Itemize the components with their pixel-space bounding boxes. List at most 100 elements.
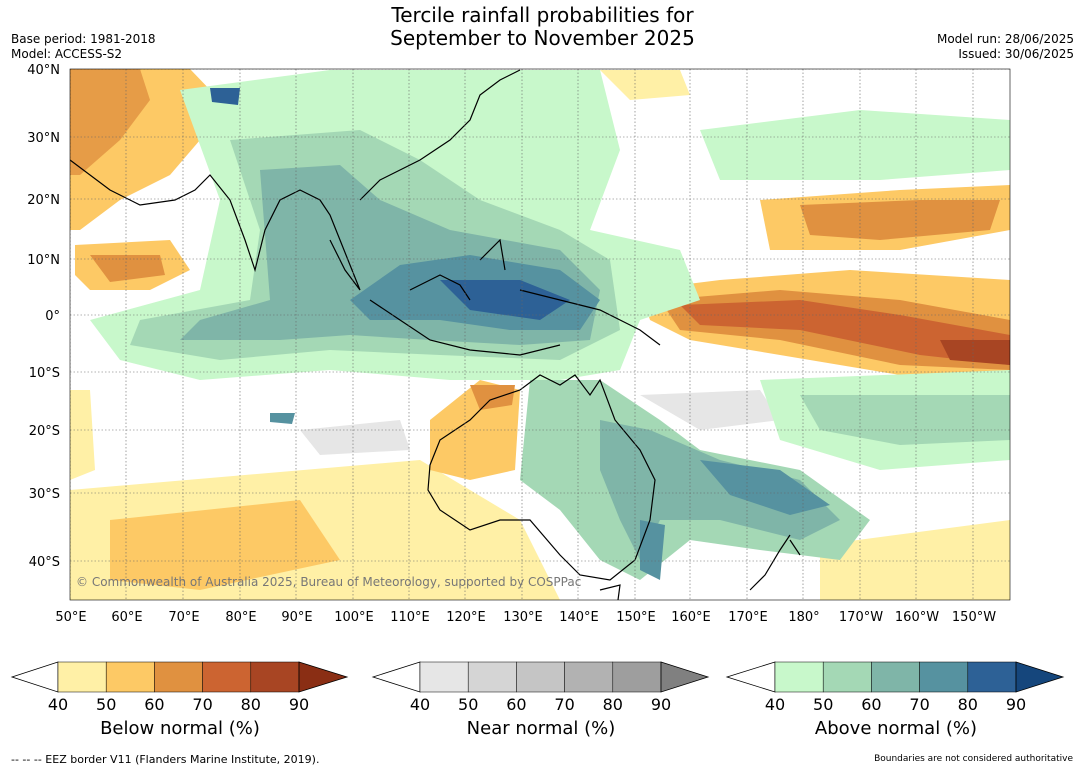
longitude-label: 160°W (895, 610, 939, 625)
boundaries-disclaimer: Boundaries are not considered authoritat… (874, 754, 1073, 764)
region-io-wet-patch (270, 413, 295, 424)
colorbar-tick: 70 (909, 695, 929, 714)
latitude-label: 40°S (29, 555, 60, 570)
colorbar-tick: 90 (651, 695, 671, 714)
colorbar-tick: 40 (765, 695, 785, 714)
colorbar-segment (919, 661, 969, 693)
colorbar-tick: 50 (96, 695, 116, 714)
colorbar-tick: 60 (144, 695, 164, 714)
latitude-label: 30°S (29, 487, 60, 502)
map-title: Tercile rainfall probabilities for Septe… (0, 4, 1085, 50)
maritime-continent-coastlines (369, 238, 661, 356)
colorbar-tick: 40 (48, 695, 68, 714)
longitude-label: 60°E (111, 610, 142, 625)
colorbar-tick: 70 (554, 695, 574, 714)
colorbar-tick: 80 (603, 695, 623, 714)
colorbar-extend-low (725, 661, 776, 693)
east-asia-coastline (359, 69, 521, 201)
region-pacific-dry-max (940, 340, 1010, 365)
region-mc-wet-80 (440, 280, 570, 320)
colorbar-tick: 90 (1006, 695, 1026, 714)
longitude-labels: 50°E 60°E 70°E 80°E 90°E 100°E 110°E 120°E 130°E… (55, 610, 996, 625)
title-line-2: September to November 2025 (390, 26, 695, 50)
colorbar-0: 40 50 60 70 80 90 (10, 661, 349, 714)
model-run: Model run: 28/06/2025 (936, 32, 1074, 46)
longitude-label: 150°W (952, 610, 996, 625)
latitude-label: 10°S (29, 366, 60, 381)
meta-left: Base period: 1981-2018 Model: ACCESS-S2 (11, 32, 156, 62)
australia-coastline (427, 374, 656, 581)
longitude-label: 110°E (390, 610, 430, 625)
colorbar-tick: 50 (813, 695, 833, 714)
new-zealand-coastline (749, 534, 801, 591)
region-ea-wet-60 (600, 420, 840, 560)
longitude-label: 170°W (839, 610, 883, 625)
colorbar-segment (467, 661, 517, 693)
copyright-notice: © Commonwealth of Australia 2025, Bureau… (76, 575, 581, 589)
colorbar-extend-high (660, 661, 710, 693)
colorbar-tick: 90 (289, 695, 309, 714)
eez-footnote: -- -- -- EEZ border V11 (Flanders Marine… (11, 753, 320, 766)
longitude-label: 120°E (446, 610, 486, 625)
colorbar-tick: 80 (241, 695, 261, 714)
colorbar-tick: 40 (410, 695, 430, 714)
region-arabia-dry-core (70, 69, 150, 175)
region-west-io-dry (70, 390, 95, 480)
region-south-pacific-dry (820, 520, 1010, 600)
colorbar-segment (154, 661, 203, 693)
region-nsw-coast-wet (640, 520, 665, 580)
colorbar-label-near: Near normal (%) (466, 718, 616, 739)
longitude-label: 50°E (55, 610, 86, 625)
colorbar-2: 40 50 60 70 80 90 (725, 661, 1065, 714)
colorbar-segment (516, 661, 565, 693)
below-normal-regions (70, 69, 1010, 600)
colorbar-tick: 70 (192, 695, 212, 714)
longitude-label: 170°E (728, 610, 768, 625)
longitude-label: 180° (788, 610, 819, 625)
colorbar-label-above: Above normal (%) (814, 718, 978, 739)
colorbar-extend-high (1015, 661, 1065, 693)
longitude-label: 140°E (559, 610, 599, 625)
longitude-label: 150°E (616, 610, 656, 625)
base-period: Base period: 1981-2018 (11, 32, 156, 46)
colorbar-1: 40 50 60 70 80 90 (371, 661, 710, 714)
latitude-label: 20°N (27, 193, 60, 208)
colorbar-segment (967, 661, 1017, 693)
latitude-labels: 40°N 30°N 20°N 10°N 0° 10°S 20°S 30°S 40°S (27, 63, 60, 570)
longitude-label: 70°E (168, 610, 199, 625)
plot-frame (69, 68, 1011, 601)
colorbar-segment (871, 661, 920, 693)
colorbar-tick: 60 (861, 695, 881, 714)
colorbar-tick: 50 (458, 695, 478, 714)
colorbar-segment (822, 661, 872, 693)
colorbar-segment (105, 661, 155, 693)
meta-right: Model run: 28/06/2025 Issued: 30/06/2025 (937, 32, 1074, 62)
region-coral-near-normal (640, 390, 780, 430)
longitude-label: 130°E (503, 610, 543, 625)
issued-date: Issued: 30/06/2025 (958, 47, 1074, 61)
graticule (70, 69, 1010, 600)
map-plot-area: © Commonwealth of Australia 2025, Bureau… (70, 69, 1010, 600)
colorbar-extend-low (10, 661, 59, 693)
colorbar-segment (774, 661, 824, 693)
colorbar-extend-low (371, 661, 421, 693)
region-himalaya-wet (210, 88, 240, 105)
colorbar-segment (564, 661, 614, 693)
region-north-pacific-wet (700, 110, 1010, 180)
longitude-label: 160°E (671, 610, 711, 625)
region-pacific-dry-high (680, 300, 1010, 365)
colorbar-segment (57, 661, 107, 693)
region-south-io-core (110, 500, 340, 590)
latitude-label: 20°S (29, 424, 60, 439)
region-tasman-wet-70 (700, 460, 830, 515)
above-normal-regions (90, 70, 1010, 580)
model-name: Model: ACCESS-S2 (11, 47, 123, 61)
longitude-label: 80°E (225, 610, 256, 625)
region-south-io-near-normal (300, 420, 410, 455)
south-asia-coastline (70, 159, 361, 291)
latitude-label: 40°N (27, 63, 60, 78)
latitude-label: 10°N (27, 253, 60, 268)
latitude-label: 0° (45, 309, 60, 324)
colorbar-extend-high (298, 661, 349, 693)
